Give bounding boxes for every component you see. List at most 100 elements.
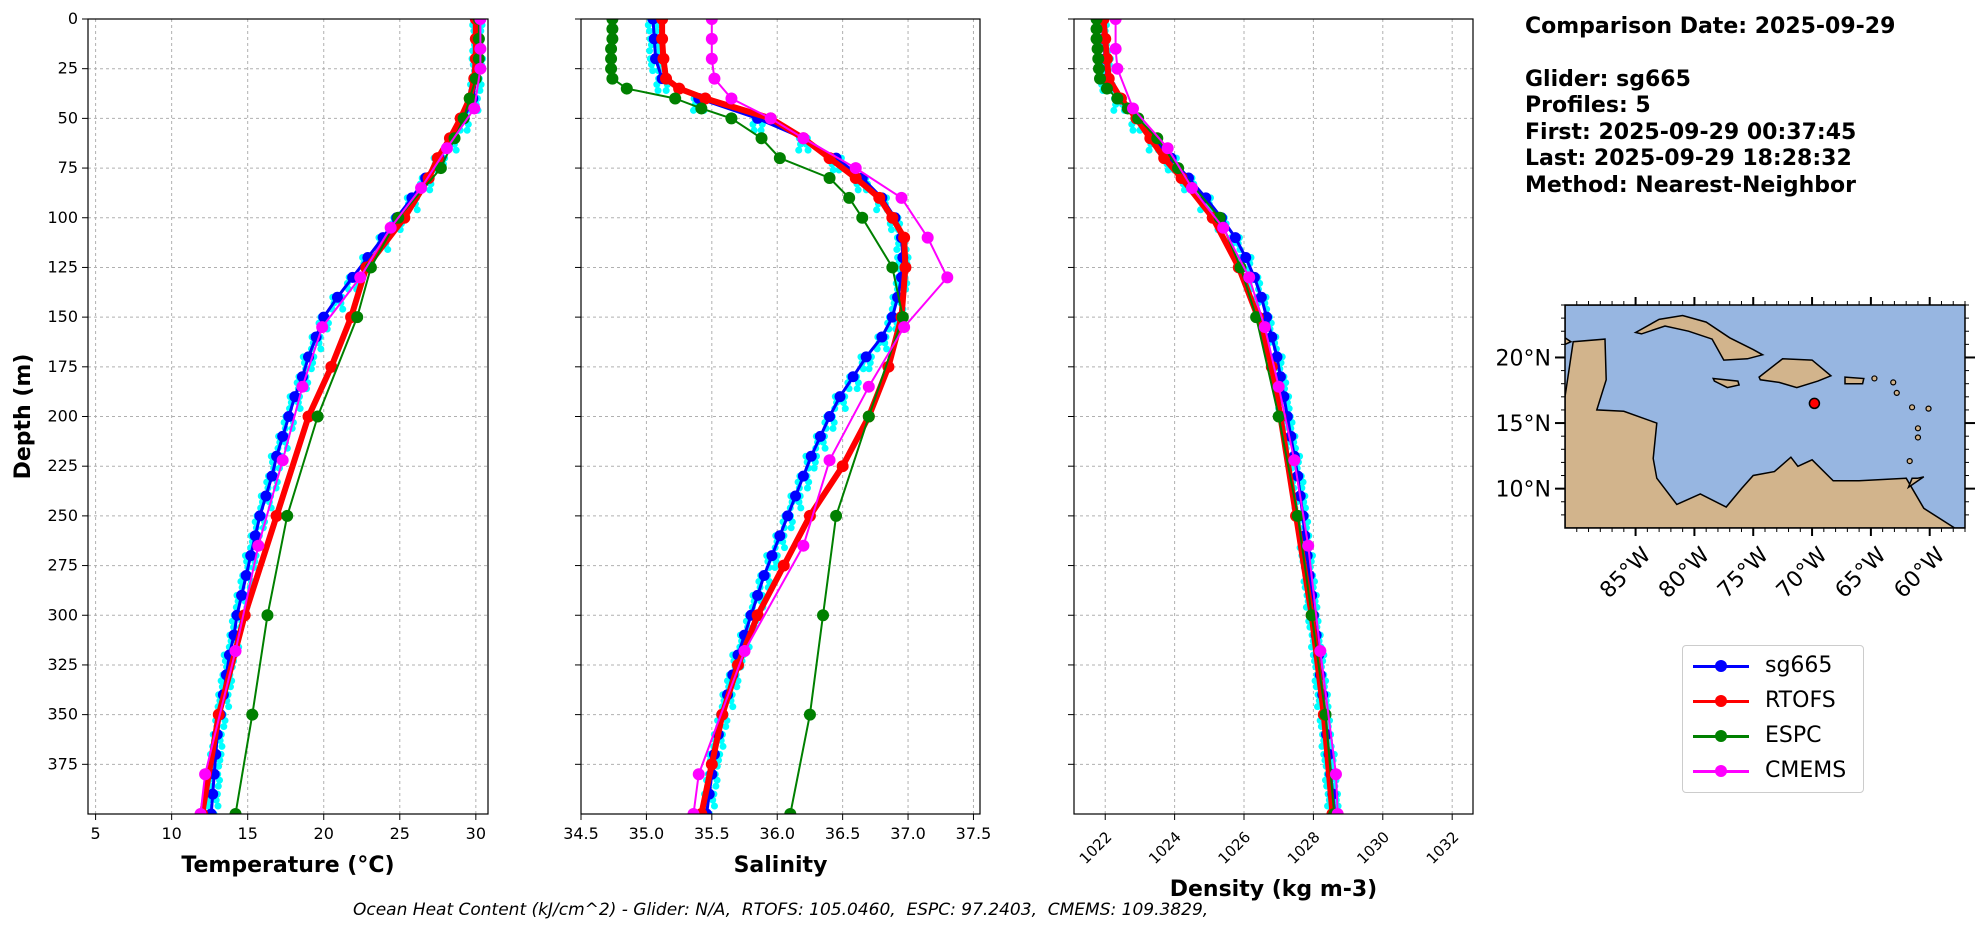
raw-profile-point xyxy=(204,822,211,829)
chart-panel-2: 1022 1024 1026 1028 1030 1032 Density (kg m-3) xyxy=(1068,18,1474,902)
raw-profile-point xyxy=(1129,126,1137,134)
data-point-cmems xyxy=(440,142,453,155)
data-point-cmems xyxy=(194,808,207,814)
data-point-espc xyxy=(1272,410,1285,423)
data-point-sg665 xyxy=(758,570,770,581)
data-point-espc xyxy=(261,609,274,622)
data-point-rtofs xyxy=(656,32,669,45)
data-point-cmems xyxy=(1126,102,1139,115)
data-point-rtofs xyxy=(777,559,790,572)
data-point-cmems xyxy=(1243,271,1256,284)
x-tick-label: 1024 xyxy=(1145,828,1185,868)
raw-profile-point xyxy=(829,166,837,174)
data-point-cmems xyxy=(738,645,751,658)
raw-profile-point xyxy=(413,206,421,214)
data-point-sg665 xyxy=(790,490,802,502)
y-tick-label: 150 xyxy=(47,307,78,326)
data-point-espc xyxy=(620,82,633,95)
data-point-sg665 xyxy=(1271,351,1283,363)
data-point-espc xyxy=(725,112,738,125)
land-island xyxy=(1914,425,1922,432)
data-point-rtofs xyxy=(898,231,911,244)
map-lon-label: 70°W xyxy=(1772,543,1833,604)
y-tick-label: 25 xyxy=(58,59,78,78)
data-point-espc xyxy=(472,52,485,65)
raw-profile-point xyxy=(804,146,812,154)
y-tick-label: 75 xyxy=(58,158,78,177)
raw-profile-point xyxy=(719,742,727,750)
raw-profile-point xyxy=(821,444,829,452)
data-point-cmems xyxy=(1272,380,1285,393)
land-island xyxy=(1906,458,1913,465)
data-point-espc xyxy=(605,52,618,65)
y-tick-label: 225 xyxy=(47,456,78,475)
legend-item-espc: ESPC xyxy=(1693,721,1861,751)
data-point-rtofs xyxy=(705,758,718,771)
legend-item-rtofs: RTOFS xyxy=(1693,686,1861,716)
data-point-espc xyxy=(886,261,899,274)
raw-profile-point xyxy=(645,27,653,35)
x-tick-label: 1022 xyxy=(1076,828,1116,868)
plot-area xyxy=(1090,19,1344,814)
data-point-sg665 xyxy=(254,510,266,522)
data-point-sg665 xyxy=(331,291,343,303)
last-time: Last: 2025-09-29 18:28:32 xyxy=(1525,146,1852,171)
chart-panel-0: 5 10 15 20 25 3002550751001251501752002252502… xyxy=(11,9,489,878)
x-tick-label: 1026 xyxy=(1215,828,1255,868)
data-point-cmems xyxy=(941,271,954,284)
data-point-espc xyxy=(605,62,618,75)
data-point-espc xyxy=(246,708,259,721)
raw-profile-point xyxy=(698,816,705,823)
raw-profile-point xyxy=(296,405,304,413)
data-point-espc xyxy=(606,32,619,45)
data-point-cmems xyxy=(252,539,265,552)
data-point-espc xyxy=(695,102,708,115)
x-tick-label: 1030 xyxy=(1353,828,1393,868)
data-point-espc xyxy=(311,410,324,423)
data-point-espc xyxy=(463,92,476,105)
raw-profile-point xyxy=(225,703,233,711)
data-point-rtofs xyxy=(1102,72,1115,85)
glider-position-marker xyxy=(1808,397,1821,410)
raw-profile-point xyxy=(797,504,805,512)
raw-profile-point xyxy=(649,67,657,75)
data-point-espc xyxy=(1151,132,1164,145)
data-point-rtofs xyxy=(699,92,712,105)
data-point-sg665 xyxy=(1240,252,1252,263)
map-lon-label: 75°W xyxy=(1713,543,1774,604)
raw-profile-point xyxy=(841,405,849,413)
data-point-rtofs xyxy=(751,609,764,622)
data-point-rtofs xyxy=(673,82,686,95)
data-point-cmems xyxy=(1288,454,1301,467)
data-point-cmems xyxy=(316,321,329,334)
data-point-sg665 xyxy=(797,470,809,482)
series-line-rtofs xyxy=(199,19,479,814)
data-point-sg665 xyxy=(266,470,278,482)
raw-profile-point xyxy=(854,186,862,194)
data-point-rtofs xyxy=(899,261,912,274)
data-point-sg665 xyxy=(824,411,836,422)
data-point-espc xyxy=(773,152,786,165)
data-point-espc xyxy=(605,42,618,55)
raw-profile-point xyxy=(214,802,222,810)
data-point-espc xyxy=(896,311,909,324)
data-point-cmems xyxy=(1161,142,1174,155)
plot-area xyxy=(605,19,954,823)
data-point-cmems xyxy=(705,19,718,25)
data-point-sg665 xyxy=(1229,232,1241,244)
raw-profile-point xyxy=(384,246,392,254)
data-point-cmems xyxy=(1329,768,1342,781)
comparison-date: Comparison Date: 2025-09-29 xyxy=(1525,14,1896,39)
x-tick-label: 5 xyxy=(91,824,101,843)
legend-label: sg665 xyxy=(1765,653,1833,678)
y-tick-label: 350 xyxy=(47,705,78,724)
legend-label: CMEMS xyxy=(1765,758,1847,783)
raw-profile-point xyxy=(646,47,654,55)
raw-profile-point xyxy=(733,683,741,691)
data-point-sg665 xyxy=(860,351,872,363)
data-point-sg665 xyxy=(886,311,898,323)
plot-area xyxy=(194,19,487,829)
raw-profile-point xyxy=(689,106,697,114)
data-point-cmems xyxy=(764,112,777,125)
data-point-sg665 xyxy=(847,371,859,383)
